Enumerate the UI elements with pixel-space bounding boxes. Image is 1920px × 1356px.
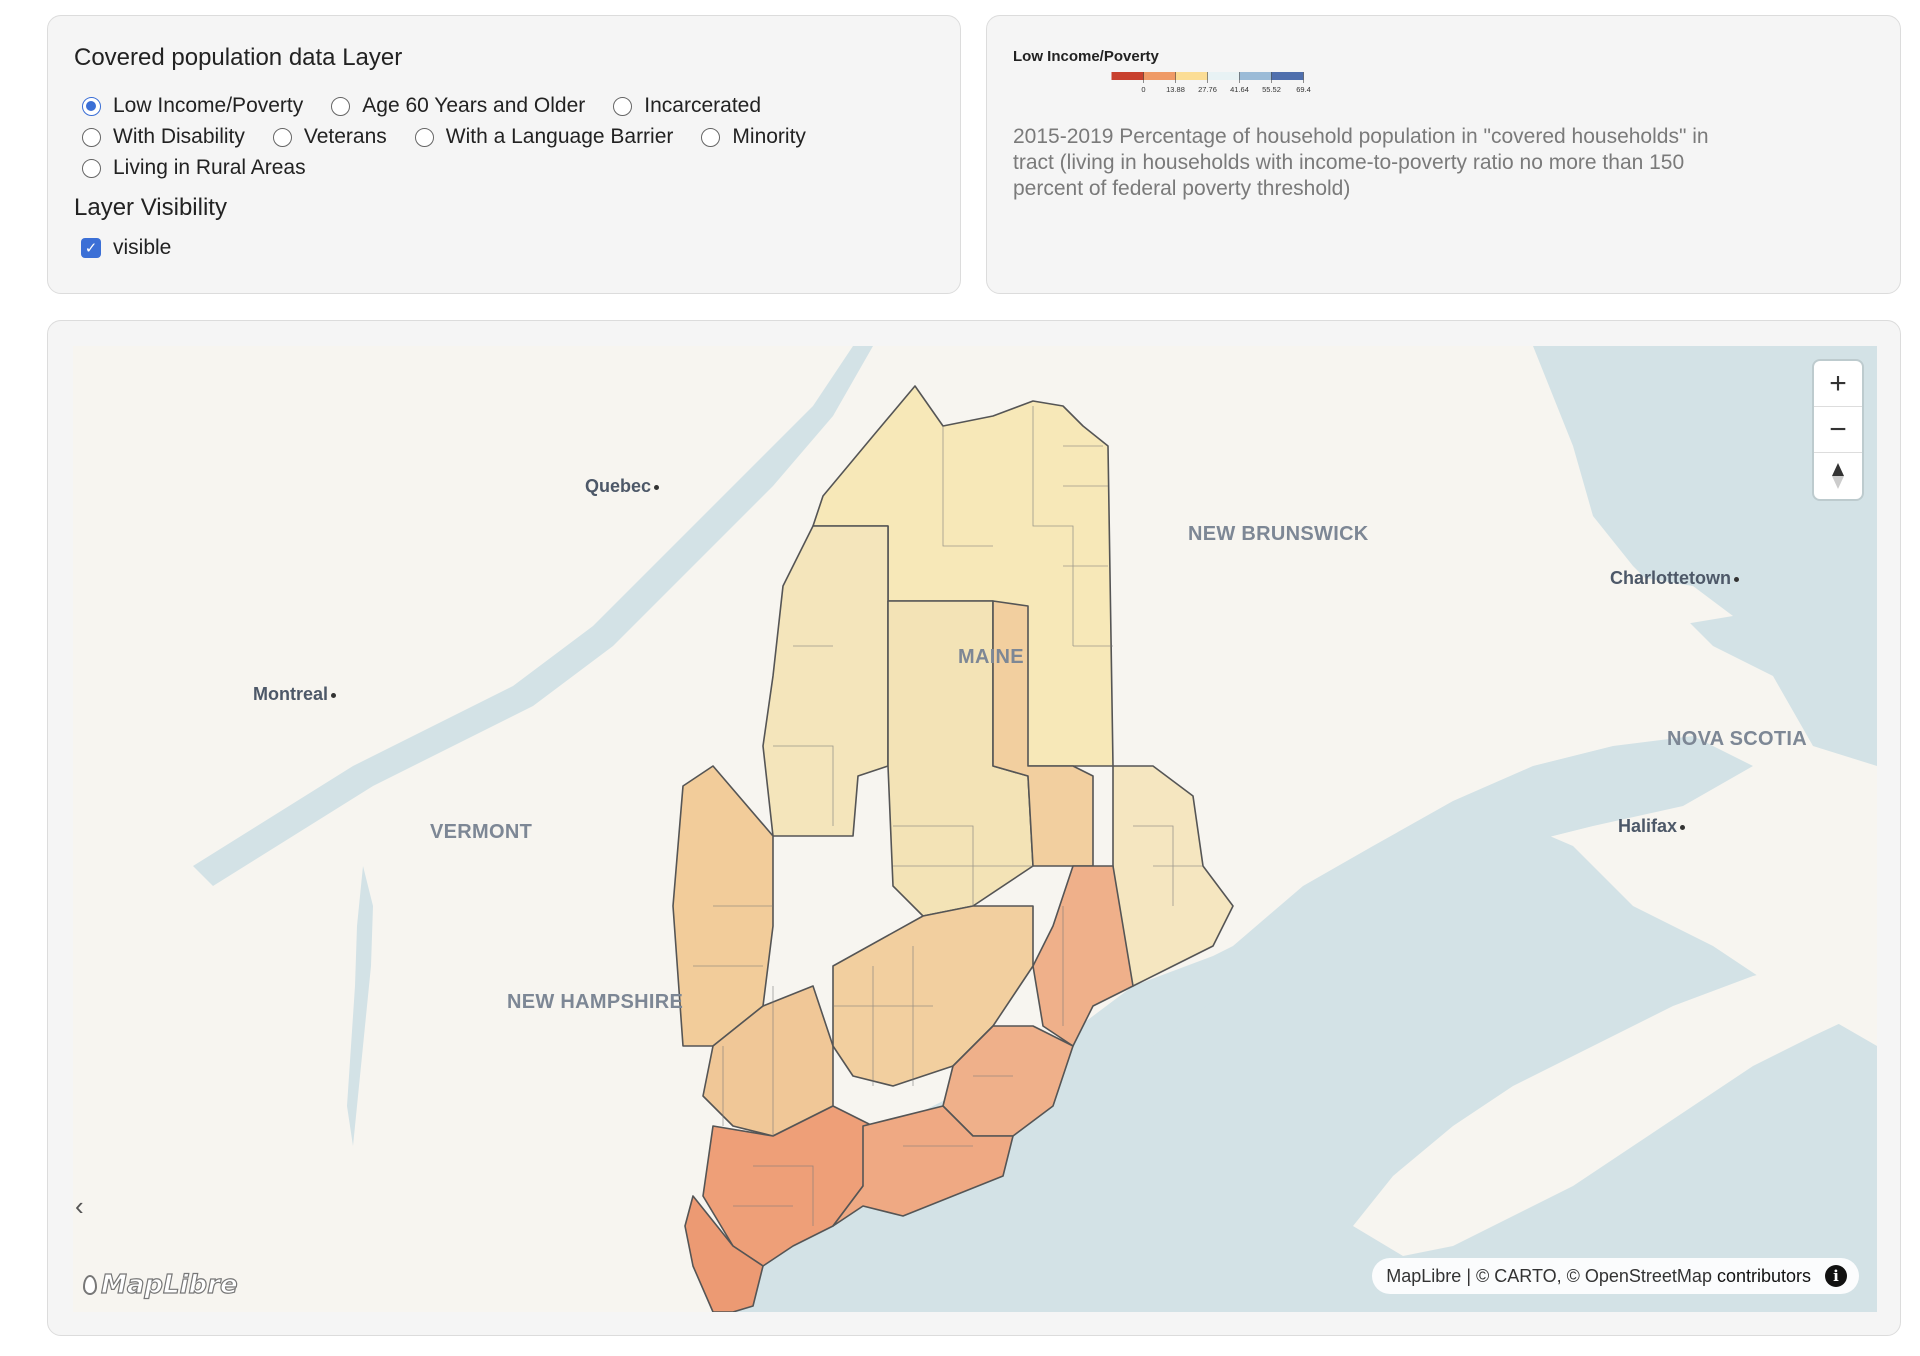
radio-rural[interactable]: Living in Rural Areas xyxy=(82,156,306,180)
radio-circle[interactable] xyxy=(272,127,292,147)
maine-penobscot-region xyxy=(992,600,1094,867)
compass-button[interactable] xyxy=(1814,453,1862,499)
radio-language-barrier[interactable]: With a Language Barrier xyxy=(414,125,674,149)
attribution-carto-link[interactable]: © CARTO, © OpenStreetMap xyxy=(1476,1265,1712,1286)
radio-veterans[interactable]: Veterans xyxy=(272,125,387,149)
minus-icon: − xyxy=(1829,412,1847,446)
city-label-quebec: Quebec xyxy=(585,476,660,497)
compass-icon xyxy=(1832,463,1844,489)
bay-of-fundy xyxy=(1233,736,1753,946)
radio-label: With a Language Barrier xyxy=(445,125,674,148)
attribution-maplibre-link[interactable]: MapLibre xyxy=(1386,1265,1462,1286)
legend-description: 2015-2019 Percentage of household popula… xyxy=(1013,125,1709,200)
tract-lines xyxy=(693,406,1203,1226)
region-label-new-hampshire: NEW HAMPSHIRE xyxy=(507,991,684,1013)
radio-label: Incarcerated xyxy=(644,94,762,117)
legend-swatch xyxy=(1175,72,1208,80)
radio-circle[interactable] xyxy=(613,96,633,116)
radio-circle[interactable] xyxy=(82,127,101,147)
radio-age-60[interactable]: Age 60 Years and Older xyxy=(331,94,585,118)
plus-icon: + xyxy=(1829,366,1847,400)
lake-champlain xyxy=(347,866,373,1146)
legend-tick-label: 69.4 xyxy=(1296,85,1311,94)
layer-radio-row-3: Living in Rural Areas xyxy=(82,156,334,180)
visible-checkbox[interactable]: ✓ xyxy=(81,238,101,258)
radio-label: With Disability xyxy=(113,125,245,148)
visible-checkbox-row[interactable]: ✓ visible xyxy=(81,236,171,260)
radio-label: Living in Rural Areas xyxy=(113,156,306,179)
city-label-charlottetown: Charlottetown xyxy=(1610,568,1739,589)
layer-radio-row-1: Low Income/Poverty Age 60 Years and Olde… xyxy=(82,94,789,118)
region-label-nova-scotia: NOVA SCOTIA xyxy=(1667,728,1807,750)
zoom-out-button[interactable]: − xyxy=(1814,407,1862,453)
legend-tick-label: 27.76 xyxy=(1198,85,1217,94)
gulf-st-lawrence xyxy=(1533,346,1877,766)
radio-low-income[interactable]: Low Income/Poverty xyxy=(82,94,303,118)
visible-label: visible xyxy=(113,236,172,259)
legend-panel: Low Income/Poverty 0 13.88 27.76 41.64 55.52… xyxy=(986,15,1901,294)
layer-section-title: Covered population data Layer xyxy=(74,44,403,71)
chevron-left-icon[interactable]: ‹ xyxy=(75,1191,84,1221)
radio-circle[interactable] xyxy=(82,158,101,178)
gulf-of-maine-east xyxy=(1153,966,1373,1056)
radio-incarcerated[interactable]: Incarcerated xyxy=(613,94,761,118)
attribution-contributors: contributors xyxy=(1711,1265,1811,1286)
legend-title: Low Income/Poverty xyxy=(1013,48,1159,65)
legend-swatch xyxy=(1111,72,1144,80)
legend-swatch xyxy=(1207,72,1240,80)
map-svg[interactable] xyxy=(73,346,1877,1312)
legend-color-bar: 0 13.88 27.76 41.64 55.52 69.4 xyxy=(1111,72,1311,94)
map-navigation-control: + − xyxy=(1814,361,1862,499)
radio-label: Low Income/Poverty xyxy=(113,94,304,117)
region-label-new-brunswick: NEW BRUNSWICK xyxy=(1188,523,1369,545)
radio-minority[interactable]: Minority xyxy=(701,125,806,149)
radio-circle[interactable] xyxy=(414,127,434,147)
layer-controls-panel: Covered population data Layer Low Income… xyxy=(47,15,961,294)
city-label-montreal: Montreal xyxy=(253,684,337,705)
radio-label: Minority xyxy=(732,125,806,148)
layer-radio-row-2: With Disability Veterans With a Language… xyxy=(82,125,834,149)
region-label-vermont: VERMONT xyxy=(430,821,533,843)
maplibre-logo[interactable]: MapLibre xyxy=(83,1269,238,1301)
maine-northwest-region xyxy=(762,525,889,837)
radio-circle[interactable] xyxy=(331,96,351,116)
ocean xyxy=(713,816,1877,1312)
radio-label: Veterans xyxy=(303,125,387,148)
maplibre-logo-text: MapLibre xyxy=(100,1269,238,1300)
legend-swatch xyxy=(1239,72,1272,80)
legend-swatch xyxy=(1271,72,1304,80)
map-canvas[interactable]: NEW BRUNSWICK MAINE VERMONT NEW HAMPSHIR… xyxy=(73,346,1877,1312)
checkmark-icon: ✓ xyxy=(84,239,98,257)
legend-tick-label: 55.52 xyxy=(1262,85,1281,94)
visibility-section-title: Layer Visibility xyxy=(74,194,227,221)
st-lawrence-river xyxy=(193,346,873,886)
legend-tick-label: 0 xyxy=(1141,85,1145,94)
pei-land xyxy=(1573,576,1733,626)
attribution-separator: | xyxy=(1461,1265,1476,1286)
legend-swatch xyxy=(1143,72,1176,80)
map-panel: NEW BRUNSWICK MAINE VERMONT NEW HAMPSHIR… xyxy=(47,320,1901,1336)
radio-label: Age 60 Years and Older xyxy=(362,94,586,117)
maine-york-region xyxy=(684,1195,764,1312)
map-attribution: MapLibre | © CARTO, © OpenStreetMap cont… xyxy=(1372,1258,1859,1294)
zoom-in-button[interactable]: + xyxy=(1814,361,1862,407)
radio-circle[interactable] xyxy=(701,127,721,147)
legend-tick-label: 41.64 xyxy=(1230,85,1249,94)
map-pin-icon xyxy=(83,1275,97,1295)
legend-tick-label: 13.88 xyxy=(1166,85,1185,94)
radio-disability[interactable]: With Disability xyxy=(82,125,245,149)
region-label-maine: MAINE xyxy=(958,646,1024,668)
maine-coast-south xyxy=(832,1105,1014,1227)
nova-scotia-land xyxy=(1353,946,1877,1256)
radio-circle-checked[interactable] xyxy=(82,96,101,116)
info-icon[interactable]: i xyxy=(1825,1265,1847,1287)
city-label-halifax: Halifax xyxy=(1618,816,1686,837)
